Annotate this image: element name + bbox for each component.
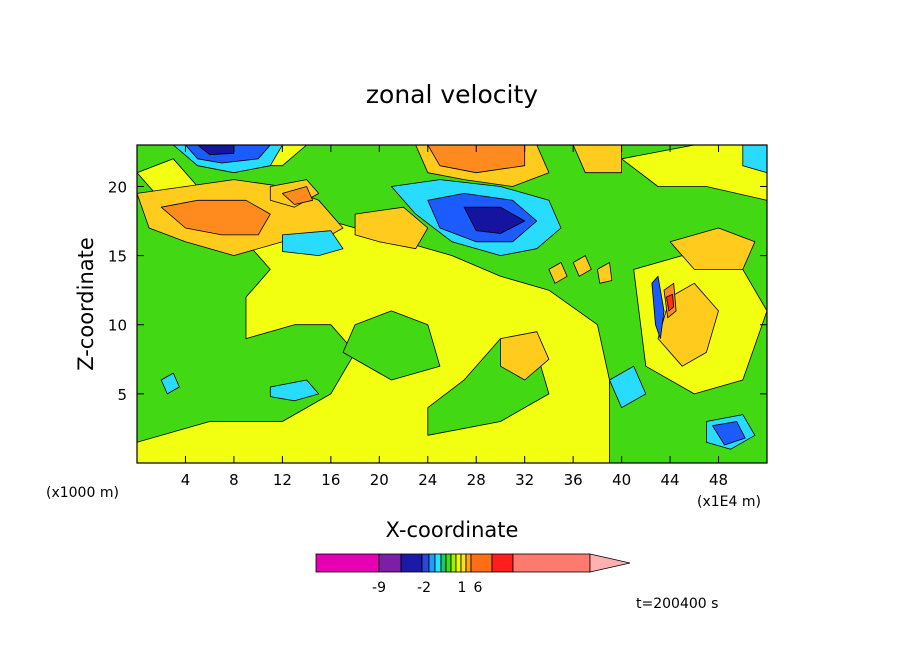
colorbar-label: -2	[417, 580, 431, 596]
colorbar-label: 1	[458, 580, 467, 596]
colorbar-swatch	[421, 553, 430, 573]
x-tick-label: 44	[661, 471, 680, 489]
contour-region-gold	[572, 255, 592, 277]
colorbar-swatch	[465, 553, 472, 573]
contour-region-darkblue	[463, 206, 526, 234]
x-tick-label: 40	[612, 471, 631, 489]
plot-area	[137, 145, 767, 463]
colorbar-swatch	[315, 553, 380, 573]
colorbar-extension-arrow	[589, 553, 631, 573]
contour-region-cyan	[281, 230, 344, 257]
colorbar-label: 6	[474, 580, 483, 596]
colorbar-swatch	[445, 553, 452, 573]
contour-region-gold	[500, 331, 550, 381]
chart-title: zonal velocity	[366, 80, 538, 109]
contour-region-cyan	[160, 372, 180, 395]
x-axis-label: X-coordinate	[386, 518, 519, 542]
contour-region-blue	[712, 421, 746, 446]
contour-region-darkblue	[197, 145, 235, 156]
colorbar-swatch	[491, 553, 514, 573]
colorbar-swatch	[455, 553, 462, 573]
contour-region-gold	[354, 206, 429, 250]
colorbar-swatch	[440, 553, 447, 573]
x-axis: 4 8 12 16 20 24 28 32 36 40 44 48	[181, 145, 728, 489]
y-tick-label: 5	[117, 386, 127, 404]
colorbar	[315, 553, 631, 573]
contour-region-cyan	[742, 145, 767, 174]
contour-region-yellow	[621, 145, 767, 201]
time-label: t=200400 s	[636, 596, 718, 612]
x-tick-label: 36	[564, 471, 583, 489]
contour-region-cyan	[269, 379, 320, 402]
colorbar-swatch	[512, 553, 591, 573]
x-tick-label: 4	[181, 471, 191, 489]
contour-region-orange	[160, 199, 271, 236]
colorbar-swatch	[460, 553, 467, 573]
contour-region-gold	[548, 262, 568, 284]
x-unit-left-label: (x1000 m)	[46, 485, 119, 501]
x-tick-label: 16	[321, 471, 340, 489]
x-tick-label: 32	[515, 471, 534, 489]
colorbar-label: -9	[372, 580, 386, 596]
x-unit-right-label: (x1E4 m)	[697, 494, 761, 510]
contour-region-cyan	[609, 365, 647, 409]
contour-region-red	[666, 293, 675, 312]
x-tick-label: 48	[709, 471, 728, 489]
contour-region-orange	[281, 186, 314, 205]
contour-region-blue	[651, 275, 665, 340]
y-tick-label: 10	[108, 317, 127, 335]
contour-region-orange	[427, 145, 526, 174]
colorbar-swatch	[434, 553, 442, 573]
x-tick-label: 24	[418, 471, 437, 489]
colorbar-labels: -9 -2 1 6	[372, 580, 483, 596]
colorbar-swatch	[450, 553, 457, 573]
x-tick-label: 28	[467, 471, 486, 489]
colorbar-swatch	[428, 553, 436, 573]
y-axis-label: Z-coordinate	[74, 237, 98, 371]
y-tick-label: 15	[108, 248, 127, 266]
colorbar-swatch	[378, 553, 402, 573]
contour-region-gold	[669, 227, 756, 270]
y-tick-label: 20	[108, 178, 127, 196]
y-axis: 5 10 15 20	[108, 178, 767, 404]
colorbar-swatch	[400, 553, 423, 573]
contour-region-gold	[597, 262, 613, 284]
x-tick-label: 8	[229, 471, 239, 489]
contour-region-gold	[572, 145, 622, 174]
colorbar-swatch	[470, 553, 493, 573]
x-tick-label: 12	[273, 471, 292, 489]
x-tick-label: 20	[370, 471, 389, 489]
plot-frame	[136, 144, 768, 464]
contour-region-green	[342, 310, 441, 381]
